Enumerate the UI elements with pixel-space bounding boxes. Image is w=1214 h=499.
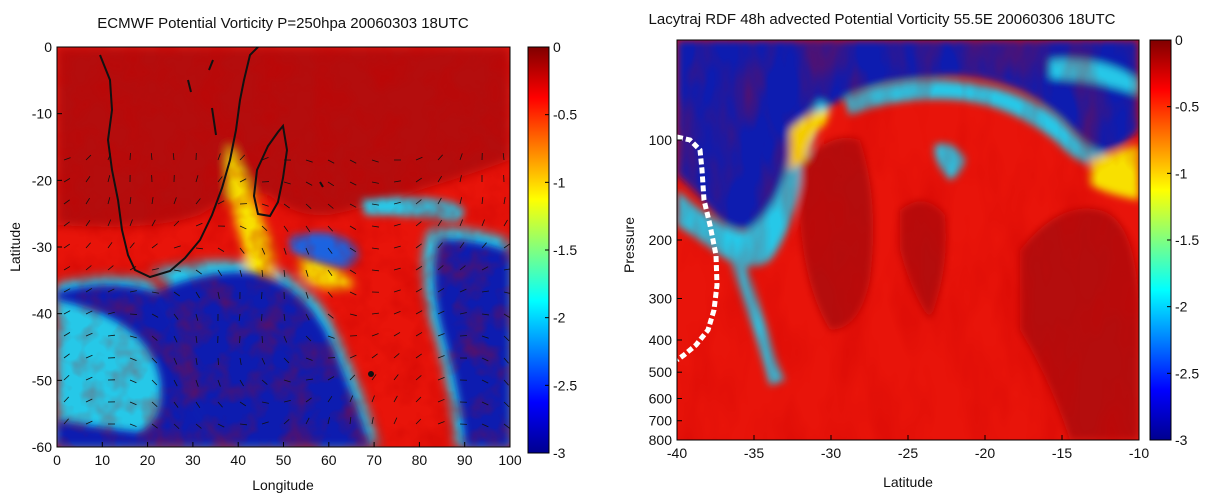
y-tick-label: 700 bbox=[649, 413, 673, 429]
x-tick-label: 0 bbox=[53, 452, 61, 468]
chart-1: ECMWF Potential Vorticity P=250hpa 20060… bbox=[7, 15, 577, 493]
chart-1-colorbar-ticks: 0 -0.5 -1 -1.5 -2 -2.5 -3 bbox=[545, 39, 577, 461]
y-tick-label: -60 bbox=[32, 439, 52, 455]
colorbar-tick-label: 0 bbox=[1175, 32, 1183, 48]
colorbar-tick-label: -1.5 bbox=[1175, 232, 1199, 248]
colorbar-tick-label: -0.5 bbox=[553, 107, 577, 123]
chart-1-ylabel: Latitude bbox=[7, 222, 23, 272]
x-tick-label: 70 bbox=[366, 452, 382, 468]
x-tick-label: 90 bbox=[457, 452, 473, 468]
x-tick-label: 10 bbox=[95, 452, 111, 468]
chart-2-heatmap bbox=[677, 40, 1139, 440]
y-tick-label: 200 bbox=[649, 232, 673, 248]
wind-arrow bbox=[130, 153, 131, 160]
y-tick-label: -20 bbox=[32, 172, 52, 188]
colorbar-tick-label: 0 bbox=[553, 39, 561, 55]
x-tick-label: 40 bbox=[230, 452, 246, 468]
chart-2-colorbar-ticks: 0 -0.5 -1 -1.5 -2 -2.5 -3 bbox=[1167, 32, 1199, 448]
x-tick-label: -25 bbox=[898, 445, 918, 461]
wind-arrow bbox=[261, 314, 262, 321]
chart-2: Lacytraj RDF 48h advected Potential Vort… bbox=[621, 11, 1199, 490]
colorbar-tick-label: -2.5 bbox=[553, 377, 577, 393]
colorbar-tick-label: -1 bbox=[1175, 165, 1188, 181]
x-tick-label: -10 bbox=[1129, 445, 1149, 461]
chart-2-title: Lacytraj RDF 48h advected Potential Vort… bbox=[649, 11, 1116, 28]
y-tick-label: 100 bbox=[649, 132, 673, 148]
x-tick-label: 50 bbox=[276, 452, 292, 468]
colorbar-tick-label: -3 bbox=[553, 445, 566, 461]
y-tick-label: -30 bbox=[32, 239, 52, 255]
chart-2-xlabel: Latitude bbox=[883, 474, 933, 490]
y-tick-label: 500 bbox=[649, 364, 673, 380]
x-tick-label: 60 bbox=[321, 452, 337, 468]
y-tick-label: -40 bbox=[32, 306, 52, 322]
y-tick-label: 0 bbox=[44, 39, 52, 55]
colorbar-tick-label: -0.5 bbox=[1175, 99, 1199, 115]
y-tick-label: 800 bbox=[649, 432, 673, 448]
x-tick-label: -35 bbox=[744, 445, 764, 461]
colorbar-tick-label: -2.5 bbox=[1175, 365, 1199, 381]
colorbar-tick-label: -1 bbox=[553, 174, 566, 190]
chart-2-ylabel: Pressure bbox=[621, 217, 637, 273]
x-tick-label: 30 bbox=[185, 452, 201, 468]
x-tick-label: 80 bbox=[412, 452, 428, 468]
chart-1-xlabel: Longitude bbox=[252, 477, 314, 493]
x-tick-label: -20 bbox=[975, 445, 995, 461]
y-tick-label: -50 bbox=[32, 372, 52, 388]
chart-1-title: ECMWF Potential Vorticity P=250hpa 20060… bbox=[97, 15, 469, 32]
y-tick-label: -10 bbox=[32, 106, 52, 122]
colorbar-tick-label: -3 bbox=[1175, 432, 1188, 448]
y-tick-label: 400 bbox=[649, 332, 673, 348]
x-tick-label: 20 bbox=[140, 452, 156, 468]
coastline-island-dot bbox=[368, 371, 374, 377]
y-tick-label: 600 bbox=[649, 390, 673, 406]
colorbar-tick-label: -2 bbox=[553, 310, 566, 326]
colorbar-tick-label: -1.5 bbox=[553, 242, 577, 258]
x-tick-label: -15 bbox=[1052, 445, 1072, 461]
y-tick-label: 300 bbox=[649, 290, 673, 306]
x-tick-label: -30 bbox=[821, 445, 841, 461]
chart-1-heatmap bbox=[57, 47, 511, 447]
colorbar-tick-label: -2 bbox=[1175, 299, 1188, 315]
x-tick-label: 100 bbox=[498, 452, 522, 468]
